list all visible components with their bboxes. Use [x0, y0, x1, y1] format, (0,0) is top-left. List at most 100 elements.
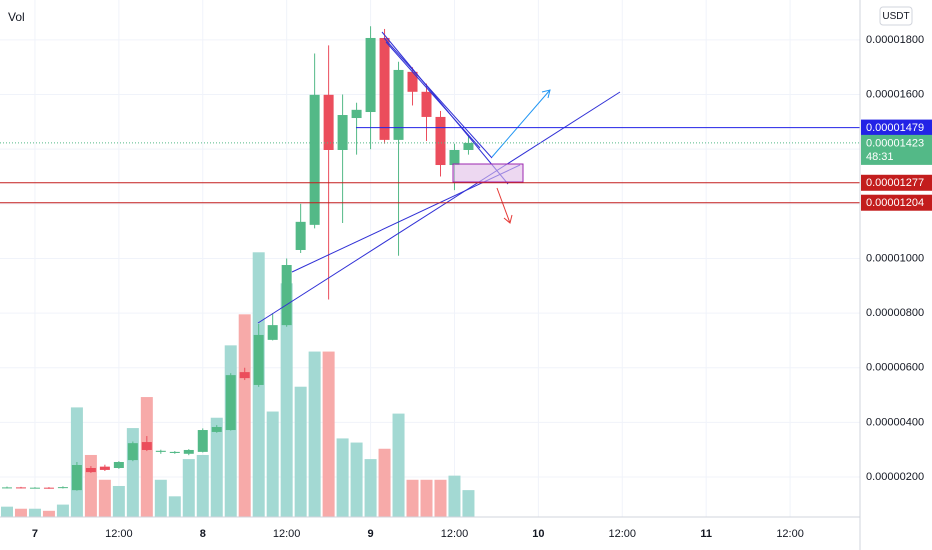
candle-body: [1, 487, 12, 489]
volume-bar: [294, 386, 307, 517]
x-tick-label: 11: [700, 528, 712, 540]
x-tick-label: 12:00: [441, 528, 469, 540]
volume-bar: [266, 411, 279, 517]
countdown-label: 48:31: [866, 151, 894, 163]
volume-bar: [420, 479, 433, 517]
candle-body: [421, 91, 432, 117]
volume-bar: [182, 459, 195, 517]
arrow-up: [491, 89, 551, 158]
volume-bar: [42, 510, 55, 517]
volume-bar: [14, 508, 27, 517]
candle-body: [29, 487, 40, 489]
candle-body: [323, 94, 334, 150]
candle-body: [393, 69, 404, 140]
candle-body: [183, 449, 194, 454]
arrow-head: [541, 89, 551, 99]
candle-body: [463, 142, 474, 150]
volume-bar: [378, 448, 391, 517]
candle-body: [197, 430, 208, 452]
y-tick-label: 0.00001000: [866, 252, 924, 264]
candle-body: [43, 487, 54, 489]
price-tag: [861, 119, 932, 136]
price-tag: [861, 174, 932, 191]
candle-body: [71, 465, 82, 491]
x-tick-label: 10: [532, 528, 544, 540]
candle-body: [365, 37, 376, 113]
candle-body: [449, 149, 460, 166]
volume-bar: [322, 351, 335, 517]
price-lines: [0, 127, 860, 204]
candle-body: [309, 94, 320, 225]
volume-bar: [98, 479, 111, 517]
candle-body: [169, 451, 180, 453]
volume-bar: [168, 496, 181, 517]
volume-bar: [350, 442, 363, 517]
candle-body: [253, 334, 264, 385]
x-tick-label: 8: [200, 528, 206, 540]
price-tag: [861, 194, 932, 211]
volume-bar: [56, 504, 69, 517]
y-tick-label: 0.00000800: [866, 307, 924, 319]
volume-bar: [112, 485, 125, 517]
volume-bar: [28, 508, 41, 517]
candle-body: [99, 466, 110, 470]
volume-bar: [0, 506, 13, 517]
last-price-label: 0.00001423: [866, 137, 924, 149]
volume-bar: [406, 479, 419, 517]
volume-bar: [364, 459, 377, 517]
volume-layer: [0, 252, 475, 517]
x-tick-label: 9: [368, 528, 374, 540]
volume-label: Vol: [8, 10, 25, 24]
y-tick-label: 0.00000200: [866, 471, 924, 483]
volume-bar: [392, 413, 405, 517]
candle-body: [141, 442, 152, 450]
volume-bar: [210, 417, 223, 517]
candle-body: [435, 116, 446, 166]
arrow-head: [503, 214, 513, 224]
candle-body: [351, 109, 362, 119]
candle-body: [113, 461, 124, 469]
volume-bar: [336, 438, 349, 517]
trendline: [383, 37, 493, 159]
x-tick-label: 12:00: [273, 528, 301, 540]
x-tick-label: 12:00: [776, 528, 804, 540]
price-tag-label: 0.00001277: [866, 177, 924, 189]
candle-body: [295, 221, 306, 250]
price-tag-label: 0.00001204: [866, 197, 924, 209]
volume-bar: [154, 479, 167, 517]
last-price-tag: [861, 134, 932, 165]
y-tick-label: 0.00001800: [866, 34, 924, 46]
x-tick-label: 12:00: [609, 528, 637, 540]
volume-bar: [308, 351, 321, 517]
x-tick-label: 12:00: [105, 528, 133, 540]
candle-body: [211, 427, 222, 432]
currency-label[interactable]: USDT: [882, 11, 909, 22]
candle-body: [15, 487, 26, 489]
candle-body: [407, 71, 418, 92]
trendline: [385, 41, 481, 149]
volume-bar: [280, 283, 293, 517]
y-tick-label: 0.00000400: [866, 416, 924, 428]
candle-body: [267, 325, 278, 340]
volume-bar: [126, 428, 139, 517]
x-tick-label: 7: [32, 528, 38, 540]
volume-bar: [434, 479, 447, 517]
volume-bar: [224, 345, 237, 517]
zone-box: [452, 163, 524, 183]
candle-layer: [1, 26, 474, 491]
candle-body: [85, 468, 96, 473]
currency-button[interactable]: [879, 6, 913, 26]
volume-bar: [462, 490, 475, 517]
y-tick-label: 0.00000600: [866, 362, 924, 374]
volume-bar: [196, 454, 209, 517]
candle-body: [337, 115, 348, 150]
volume-bar: [140, 397, 153, 517]
candle-body: [239, 372, 250, 379]
candle-body: [155, 450, 166, 452]
price-tag-label: 0.00001479: [866, 122, 924, 134]
candle-body: [281, 265, 292, 326]
y-tick-label: 0.00001600: [866, 88, 924, 100]
volume-bar: [448, 475, 461, 517]
volume-bar: [238, 314, 251, 517]
